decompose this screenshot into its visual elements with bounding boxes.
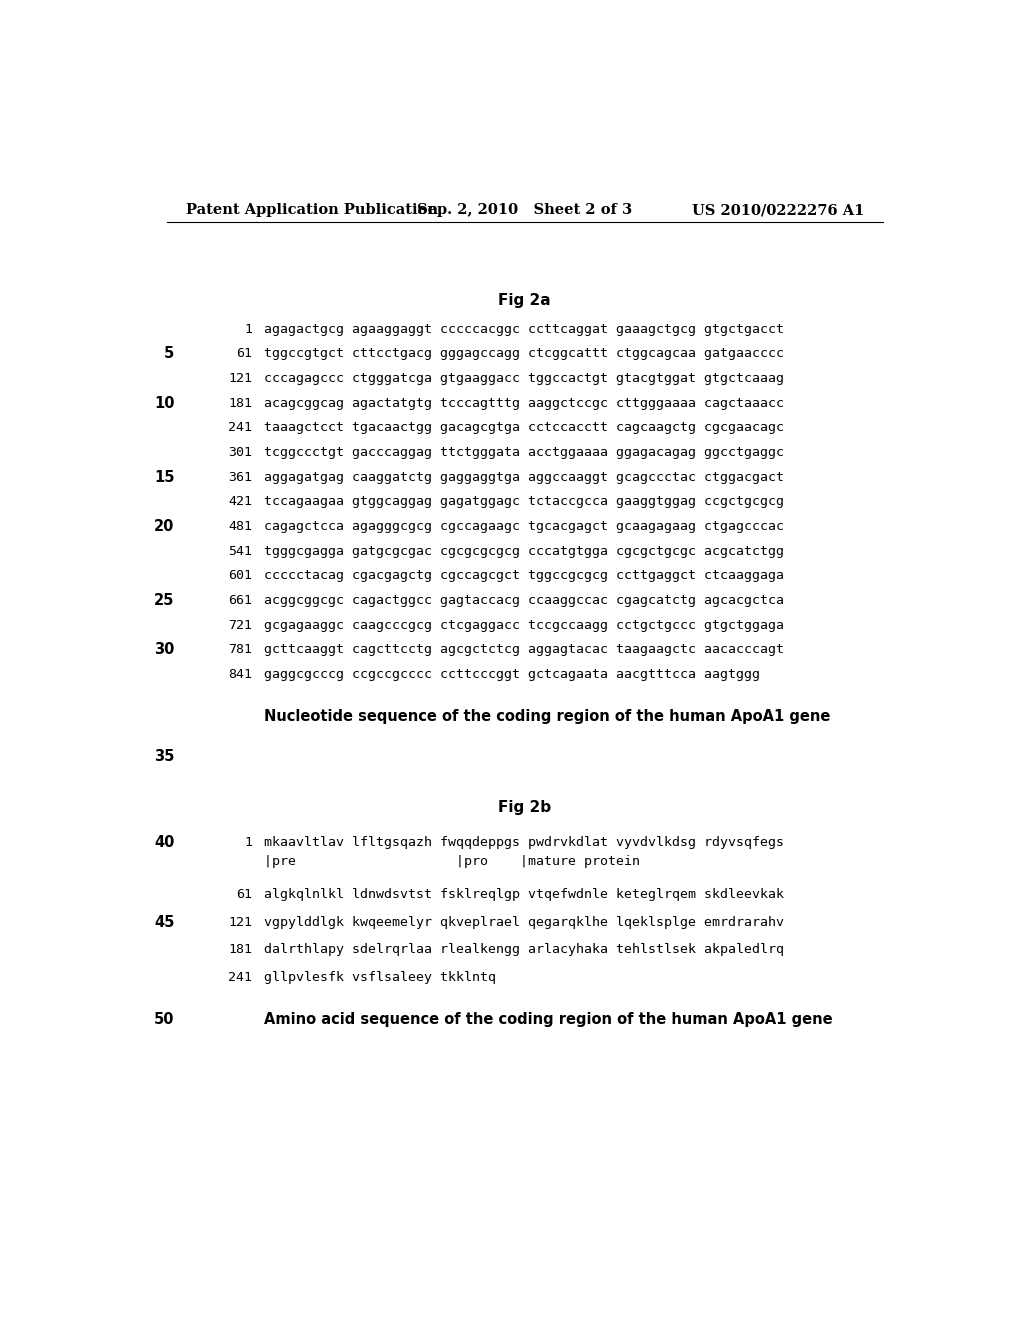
Text: gllpvlesfk vsflsaleey tkklntq: gllpvlesfk vsflsaleey tkklntq (263, 972, 496, 985)
Text: 421: 421 (228, 495, 252, 508)
Text: 10: 10 (154, 396, 174, 411)
Text: 601: 601 (228, 569, 252, 582)
Text: 40: 40 (155, 834, 174, 850)
Text: 361: 361 (228, 471, 252, 483)
Text: 1: 1 (244, 323, 252, 335)
Text: 241: 241 (228, 421, 252, 434)
Text: 181: 181 (228, 944, 252, 957)
Text: 20: 20 (155, 519, 174, 535)
Text: tccagaagaa gtggcaggag gagatggagc tctaccgcca gaaggtggag ccgctgcgcg: tccagaagaa gtggcaggag gagatggagc tctaccg… (263, 495, 783, 508)
Text: gaggcgcccg ccgccgcccc ccttcccggt gctcagaata aacgtttcca aagtggg: gaggcgcccg ccgccgcccc ccttcccggt gctcaga… (263, 668, 760, 681)
Text: taaagctcct tgacaactgg gacagcgtga cctccacctt cagcaagctg cgcgaacagc: taaagctcct tgacaactgg gacagcgtga cctccac… (263, 421, 783, 434)
Text: 25: 25 (155, 593, 174, 609)
Text: Amino acid sequence of the coding region of the human ApoA1 gene: Amino acid sequence of the coding region… (263, 1012, 833, 1027)
Text: 15: 15 (154, 470, 174, 484)
Text: 5: 5 (164, 346, 174, 362)
Text: |pre                    |pro    |mature protein: |pre |pro |mature protein (263, 855, 640, 869)
Text: Fig 2a: Fig 2a (499, 293, 551, 308)
Text: agagactgcg agaaggaggt cccccacggc ccttcaggat gaaagctgcg gtgctgacct: agagactgcg agaaggaggt cccccacggc ccttcag… (263, 323, 783, 335)
Text: 181: 181 (228, 397, 252, 409)
Text: dalrthlapy sdelrqrlaa rlealkengg arlacyhaka tehlstlsek akpaledlrq: dalrthlapy sdelrqrlaa rlealkengg arlacyh… (263, 944, 783, 957)
Text: gcgagaaggc caagcccgcg ctcgaggacc tccgccaagg cctgctgccc gtgctggaga: gcgagaaggc caagcccgcg ctcgaggacc tccgcca… (263, 619, 783, 631)
Text: gcttcaaggt cagcttcctg agcgctctcg aggagtacac taagaagctc aacacccagt: gcttcaaggt cagcttcctg agcgctctcg aggagta… (263, 643, 783, 656)
Text: Sep. 2, 2010   Sheet 2 of 3: Sep. 2, 2010 Sheet 2 of 3 (417, 203, 633, 216)
Text: acagcggcag agactatgtg tcccagtttg aaggctccgc cttgggaaaa cagctaaacc: acagcggcag agactatgtg tcccagtttg aaggctc… (263, 397, 783, 409)
Text: 721: 721 (228, 619, 252, 631)
Text: ccccctacag cgacgagctg cgccagcgct tggccgcgcg ccttgaggct ctcaaggaga: ccccctacag cgacgagctg cgccagcgct tggccgc… (263, 569, 783, 582)
Text: Patent Application Publication: Patent Application Publication (186, 203, 438, 216)
Text: 541: 541 (228, 545, 252, 557)
Text: 45: 45 (155, 915, 174, 929)
Text: 121: 121 (228, 916, 252, 929)
Text: cagagctcca agagggcgcg cgccagaagc tgcacgagct gcaagagaag ctgagcccac: cagagctcca agagggcgcg cgccagaagc tgcacga… (263, 520, 783, 533)
Text: 661: 661 (228, 594, 252, 607)
Text: 1: 1 (244, 836, 252, 849)
Text: 121: 121 (228, 372, 252, 385)
Text: 30: 30 (155, 642, 174, 657)
Text: US 2010/0222276 A1: US 2010/0222276 A1 (692, 203, 864, 216)
Text: Nucleotide sequence of the coding region of the human ApoA1 gene: Nucleotide sequence of the coding region… (263, 709, 830, 723)
Text: 35: 35 (155, 748, 174, 764)
Text: 61: 61 (236, 888, 252, 902)
Text: Fig 2b: Fig 2b (499, 800, 551, 814)
Text: tggccgtgct cttcctgacg gggagccagg ctcggcattt ctggcagcaa gatgaacccc: tggccgtgct cttcctgacg gggagccagg ctcggca… (263, 347, 783, 360)
Text: 481: 481 (228, 520, 252, 533)
Text: cccagagccc ctgggatcga gtgaaggacc tggccactgt gtacgtggat gtgctcaaag: cccagagccc ctgggatcga gtgaaggacc tggccac… (263, 372, 783, 385)
Text: mkaavltlav lfltgsqazh fwqqdeppgs pwdrvkdlat vyvdvlkdsg rdyvsqfegs: mkaavltlav lfltgsqazh fwqqdeppgs pwdrvkd… (263, 836, 783, 849)
Text: tcggccctgt gacccaggag ttctgggata acctggaaaa ggagacagag ggcctgaggc: tcggccctgt gacccaggag ttctgggata acctgga… (263, 446, 783, 459)
Text: 781: 781 (228, 643, 252, 656)
Text: 241: 241 (228, 972, 252, 985)
Text: 841: 841 (228, 668, 252, 681)
Text: 50: 50 (154, 1012, 174, 1027)
Text: acggcggcgc cagactggcc gagtaccacg ccaaggccac cgagcatctg agcacgctca: acggcggcgc cagactggcc gagtaccacg ccaaggc… (263, 594, 783, 607)
Text: vgpylddlgk kwqeemelyr qkveplrael qegarqklhe lqeklsplge emrdrarahv: vgpylddlgk kwqeemelyr qkveplrael qegarqk… (263, 916, 783, 929)
Text: 301: 301 (228, 446, 252, 459)
Text: algkqlnlkl ldnwdsvtst fsklreqlgp vtqefwdnle keteglrqem skdleevkak: algkqlnlkl ldnwdsvtst fsklreqlgp vtqefwd… (263, 888, 783, 902)
Text: tgggcgagga gatgcgcgac cgcgcgcgcg cccatgtgga cgcgctgcgc acgcatctgg: tgggcgagga gatgcgcgac cgcgcgcgcg cccatgt… (263, 545, 783, 557)
Text: aggagatgag caaggatctg gaggaggtga aggccaaggt gcagccctac ctggacgact: aggagatgag caaggatctg gaggaggtga aggccaa… (263, 471, 783, 483)
Text: 61: 61 (236, 347, 252, 360)
